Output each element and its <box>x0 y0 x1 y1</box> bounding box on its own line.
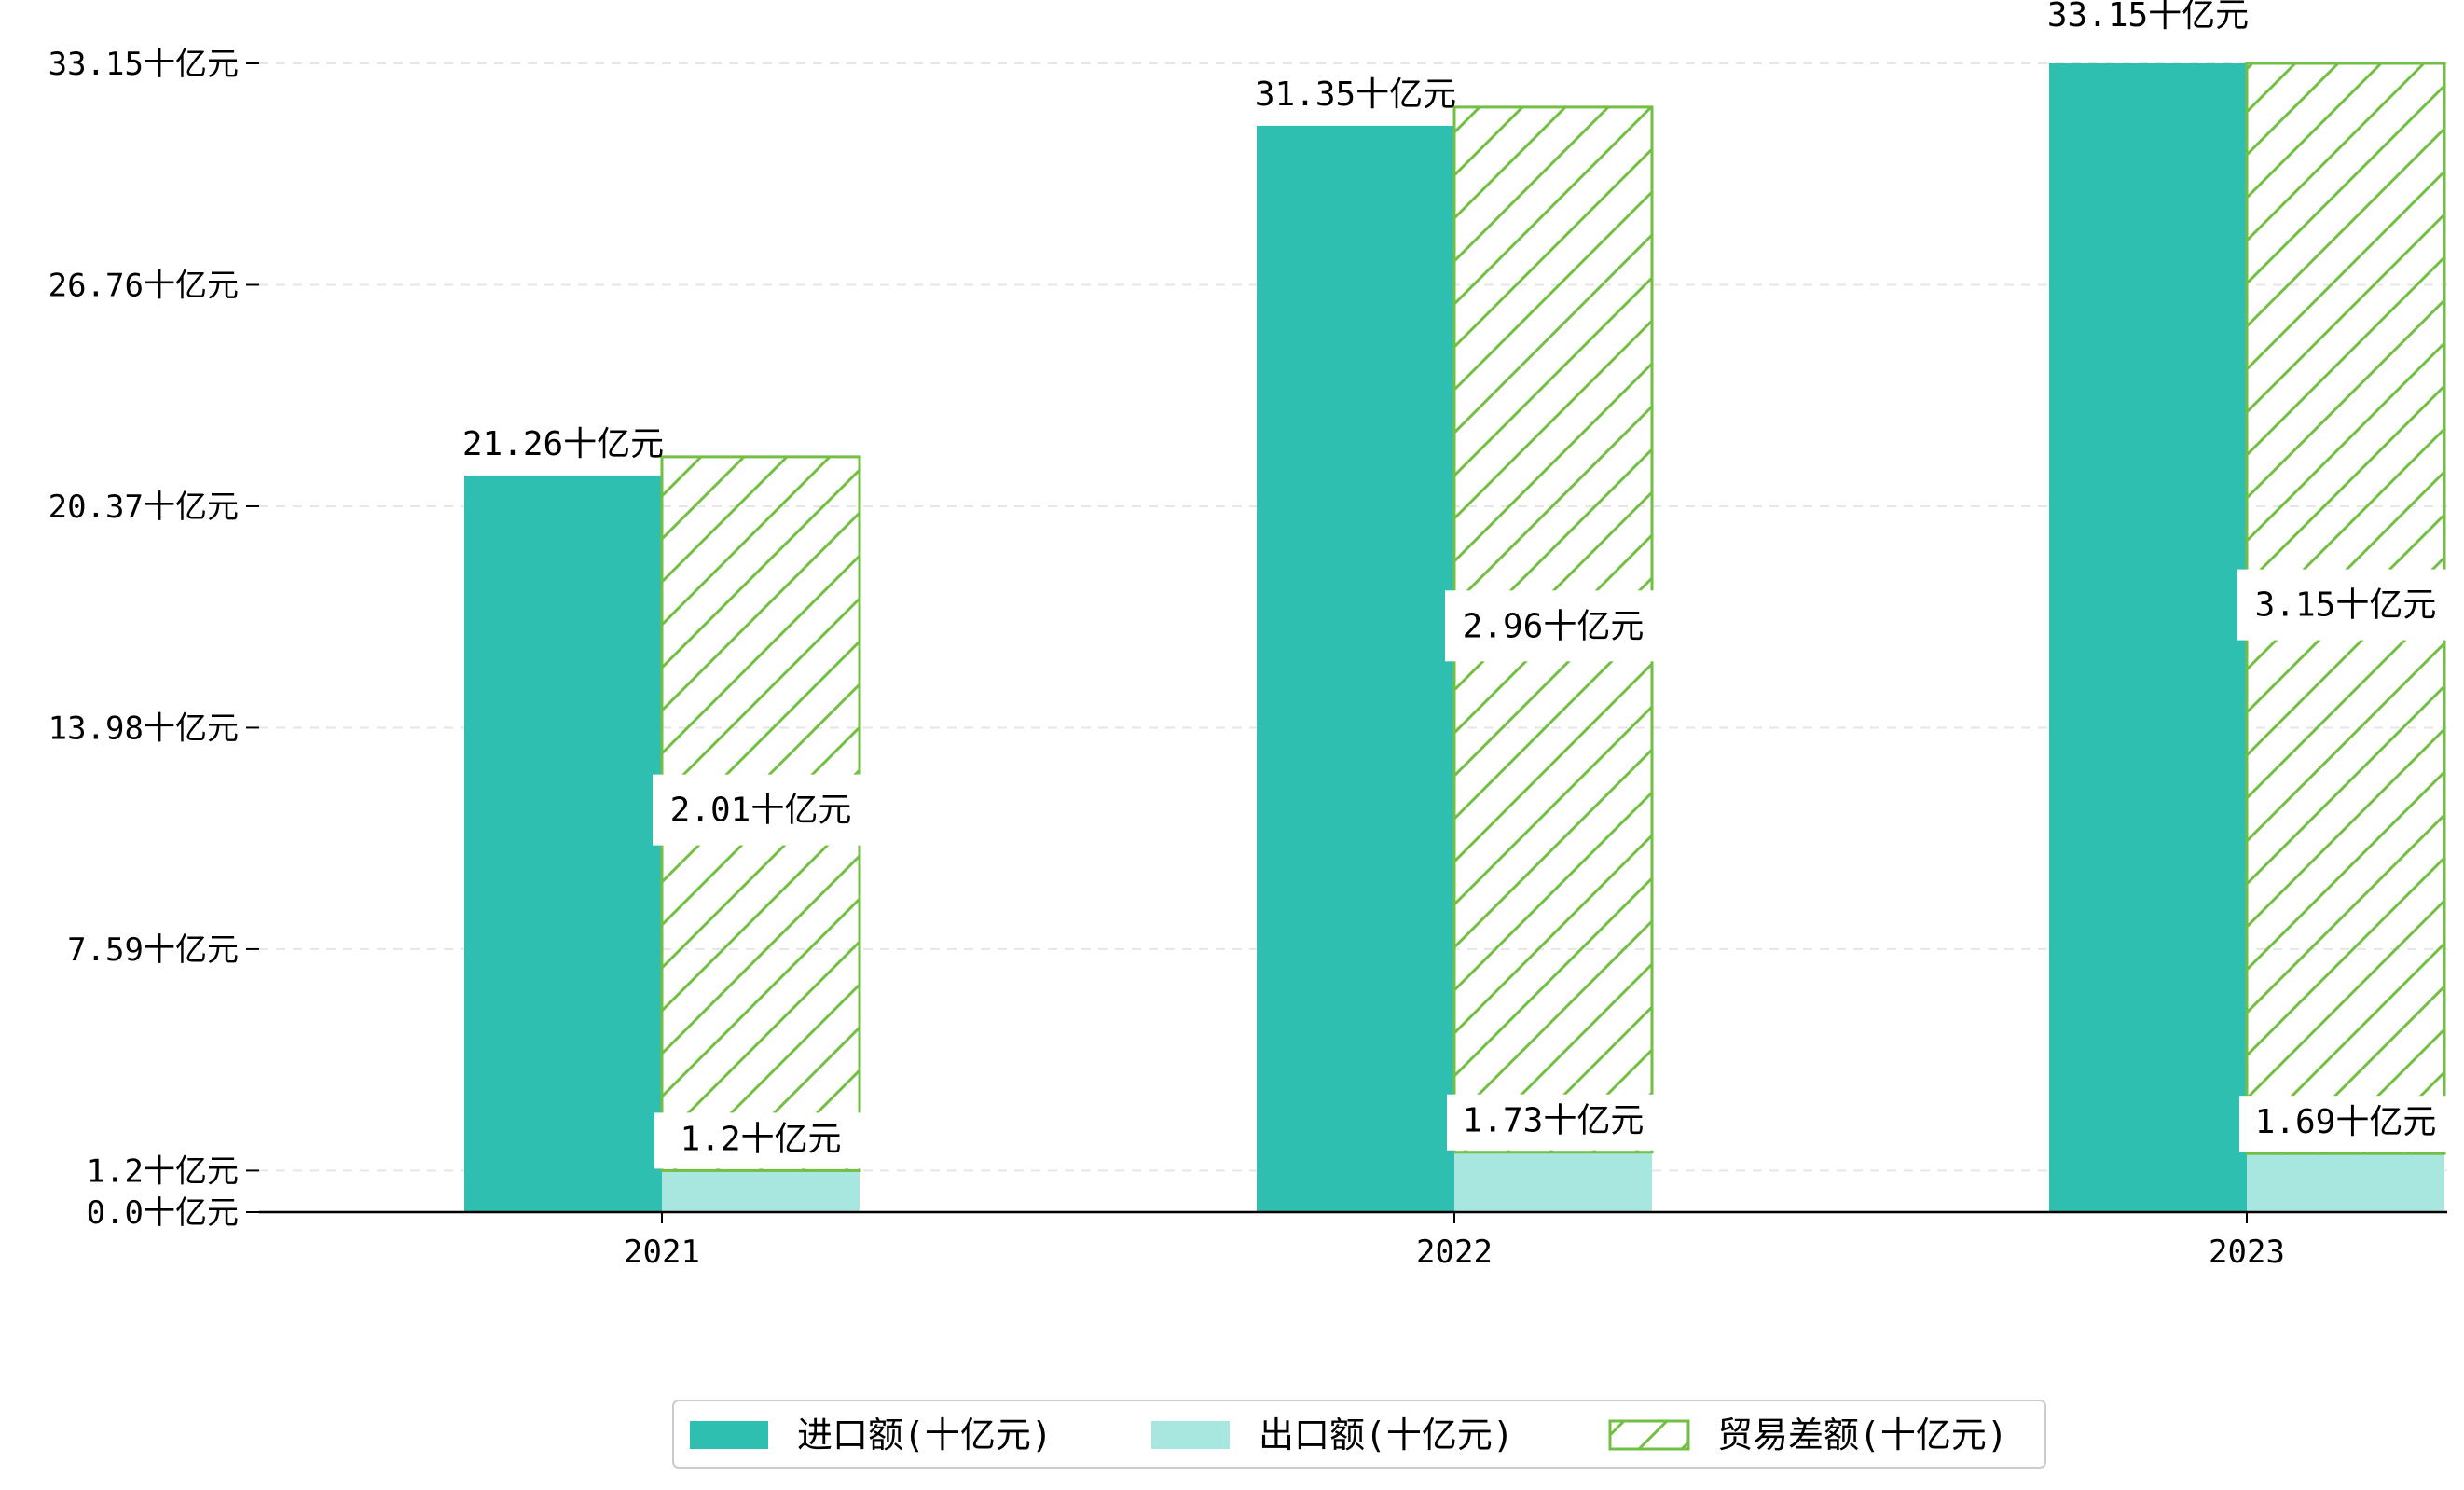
y-tick-label: 26.76十亿元 <box>48 267 239 304</box>
y-tick-label: 20.37十亿元 <box>48 489 239 526</box>
x-tick-label: 2023 <box>2209 1234 2285 1271</box>
legend-swatch-import <box>690 1421 768 1449</box>
legend-box <box>672 1400 2046 1469</box>
data-label-trade-balance-2021: 2.01十亿元 <box>670 792 852 830</box>
legend-label: 进口额(十亿元) <box>797 1414 1053 1456</box>
data-label-bg <box>654 1112 861 1169</box>
bar-export-2023 <box>2247 1153 2444 1212</box>
bar-export-2021 <box>662 1170 860 1212</box>
bar-import-2022 <box>1257 125 1454 1212</box>
data-label-bg <box>2237 569 2446 641</box>
legend-swatch-trade-balance <box>1608 1419 1690 1451</box>
x-tick-label: 2022 <box>1416 1234 1493 1271</box>
y-tick-label: 1.2十亿元 <box>87 1152 239 1190</box>
y-tick-label: 7.59十亿元 <box>67 931 239 969</box>
bar-export-2022 <box>1454 1152 1652 1212</box>
legend: 进口额(十亿元) 出口额(十亿元) 贸易差额(十亿元) <box>672 1400 2046 1469</box>
legend-swatch-export <box>1151 1421 1230 1449</box>
data-label-export-2022: 1.73十亿元 <box>1463 1102 1645 1140</box>
y-tick-label: 13.98十亿元 <box>48 710 239 747</box>
bar-import-2021 <box>464 475 662 1212</box>
legend-label: 出口额(十亿元) <box>1259 1414 1514 1456</box>
data-labels: 21.26十亿元 1.2十亿元 2.01十亿元 31.35十亿元 1.73十亿元 2.96… <box>462 0 2446 1169</box>
data-label-import-2022: 31.35十亿元 <box>1255 76 1456 114</box>
data-label-bg <box>653 774 861 846</box>
x-tick-label: 2021 <box>624 1234 700 1271</box>
data-label-trade-balance-2022: 2.96十亿元 <box>1463 607 1645 645</box>
bar-import-2023 <box>2049 63 2247 1212</box>
axes: 0.0十亿元 1.2十亿元 7.59十亿元 13.98十亿元 20.37十亿元 26.76… <box>48 46 2447 1271</box>
data-label-bg <box>2239 1096 2446 1152</box>
data-label-bg <box>1445 590 1654 662</box>
data-label-import-2021: 21.26十亿元 <box>462 425 664 463</box>
data-label-import-2023: 33.15十亿元 <box>2047 0 2249 34</box>
y-tick-label: 0.0十亿元 <box>87 1194 239 1232</box>
data-label-trade-balance-2023: 3.15十亿元 <box>2255 586 2437 625</box>
data-label-bg <box>1447 1094 1654 1151</box>
y-tick-label: 33.15十亿元 <box>48 46 239 83</box>
data-label-export-2023: 1.69十亿元 <box>2255 1103 2437 1141</box>
legend-label: 贸易差额(十亿元) <box>1717 1414 2008 1456</box>
data-label-export-2021: 1.2十亿元 <box>680 1120 841 1158</box>
